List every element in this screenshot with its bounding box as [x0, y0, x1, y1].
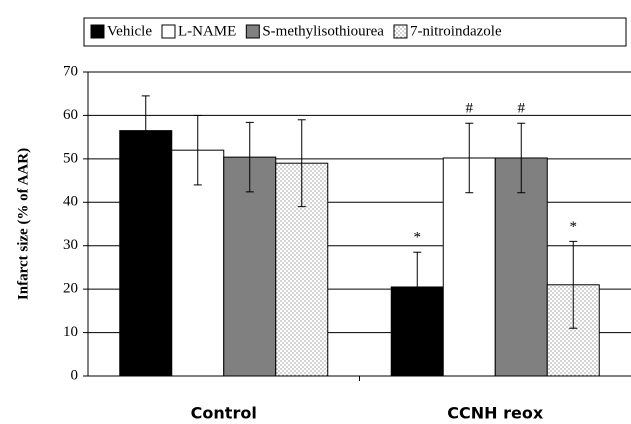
legend-label: S-methylisothiourea — [262, 23, 384, 39]
y-tick-label: 30 — [63, 237, 78, 253]
bar — [494, 157, 548, 377]
legend-swatch — [161, 24, 176, 39]
legend-swatch — [245, 24, 260, 39]
y-tick-label: 50 — [63, 150, 78, 166]
legend-label: Vehicle — [107, 23, 152, 39]
x-tick-label: CCNH reox — [447, 404, 544, 423]
annotation: * — [570, 219, 578, 235]
y-tick-label: 20 — [63, 281, 78, 297]
y-axis-label: Infarct size (% of AAR) — [15, 148, 31, 300]
annotation: # — [466, 101, 474, 117]
annotation: # — [518, 101, 526, 117]
legend-label: 7-nitroindazole — [410, 23, 502, 39]
x-tick-label: Control — [191, 404, 257, 423]
y-tick-label: 40 — [63, 194, 78, 210]
y-tick-label: 60 — [63, 107, 78, 123]
annotation: * — [414, 230, 422, 246]
y-tick-label: 70 — [63, 63, 78, 79]
legend-swatch — [90, 24, 105, 39]
bar — [442, 157, 496, 377]
legend-box — [83, 17, 627, 47]
legend-swatch — [393, 24, 408, 39]
legend-label: L-NAME — [178, 23, 236, 39]
y-tick-label: 0 — [71, 367, 79, 383]
bar — [119, 130, 173, 377]
y-tick-label: 10 — [63, 324, 78, 340]
